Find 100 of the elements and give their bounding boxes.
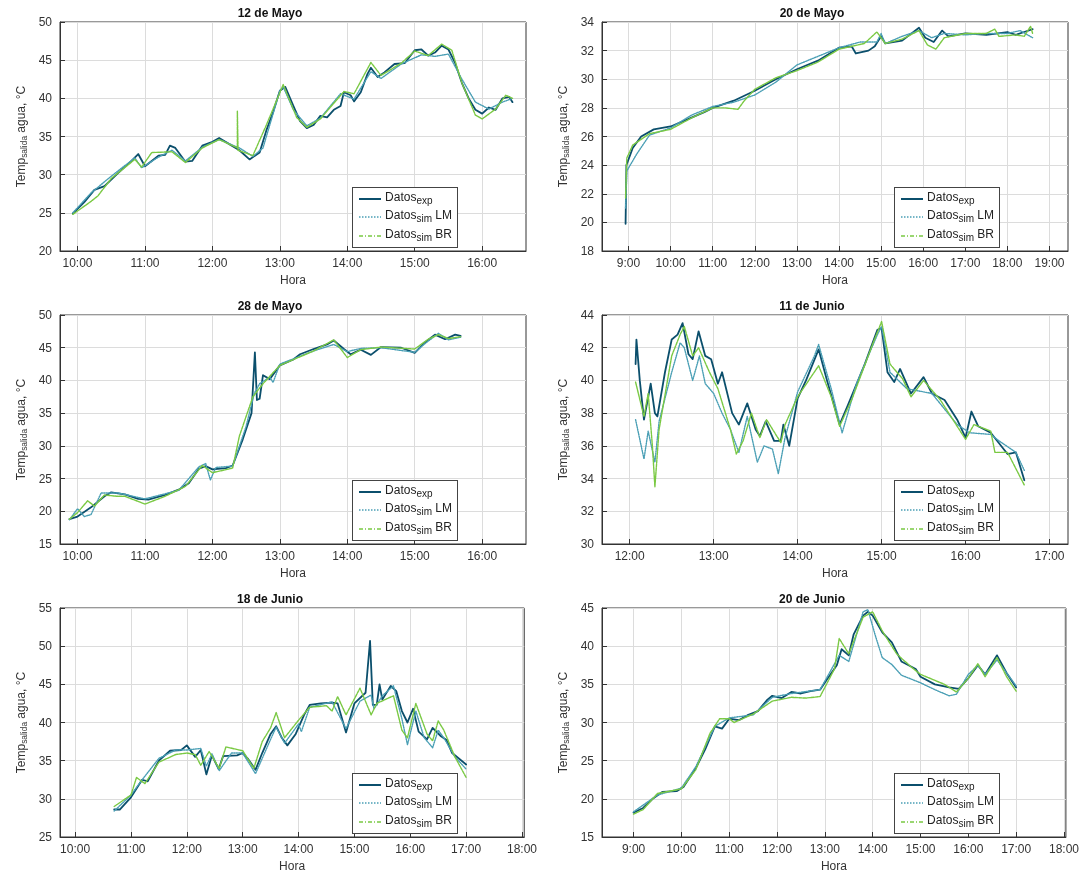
x-tick-label: 15:00	[399, 549, 431, 563]
x-tick-label: 16:00	[395, 842, 426, 856]
x-tick-label: 19:00	[1034, 256, 1065, 270]
x-tick-label: 13:00	[264, 256, 296, 270]
y-tick-label: 30	[580, 537, 595, 551]
y-tick-label: 20	[38, 244, 53, 258]
x-tick-label: 15:00	[866, 256, 897, 270]
x-tick-label: 9:00	[621, 842, 646, 856]
y-tick-label: 34	[580, 471, 595, 486]
y-tick-label: 30	[38, 167, 53, 182]
legend-label: Datos$_{sim}$ BR	[385, 226, 452, 245]
chart-title: 11 de Junio	[779, 299, 845, 313]
legend-label: Datos$_{sim}$ BR	[385, 812, 452, 831]
y-tick-label: 24	[580, 158, 595, 173]
x-tick-label: 15:00	[399, 256, 431, 270]
y-tick-label: 55	[38, 601, 53, 615]
chart-title: 28 de Mayo	[237, 299, 303, 313]
x-tick-label: 10:00	[62, 549, 93, 563]
x-tick-label: 13:00	[698, 549, 730, 563]
x-tick-label: 9:00	[616, 256, 641, 270]
y-tick-label: 20	[580, 791, 595, 806]
x-tick-label: 12:00	[614, 549, 646, 563]
x-tick-label: 17:00	[1034, 549, 1065, 563]
legend-label: Datos$_{sim}$ LM	[385, 501, 452, 520]
x-tick-label: 12:00	[197, 256, 228, 270]
y-tick-label: 15	[580, 830, 595, 844]
y-tick-label: 36	[580, 438, 595, 453]
x-tick-label: 12:00	[739, 256, 771, 270]
x-tick-label: 13:00	[227, 842, 259, 856]
x-tick-label: 10:00	[666, 842, 697, 856]
y-axis-title: Tempsalida agua, °C	[14, 85, 29, 188]
x-tick-label: 12:00	[197, 549, 228, 563]
x-axis-title: Hora	[821, 272, 849, 287]
y-tick-label: 25	[38, 830, 53, 844]
x-tick-label: 18:00	[1048, 842, 1080, 856]
legend-label: Datos$_{sim}$ BR	[927, 812, 994, 831]
y-tick-label: 30	[580, 72, 595, 87]
legend-label: Datos$_{sim}$ LM	[927, 208, 994, 227]
x-tick-label: 14:00	[332, 256, 363, 270]
y-tick-label: 40	[38, 373, 53, 388]
x-tick-label: 14:00	[857, 842, 889, 856]
x-tick-label: 10:00	[655, 256, 686, 270]
y-axis-title: Tempsalida agua, °C	[556, 378, 571, 481]
y-tick-label: 35	[38, 129, 53, 144]
legend-label: Datos$_{sim}$ BR	[927, 226, 994, 245]
x-tick-label: 15:00	[905, 842, 936, 856]
y-tick-label: 40	[580, 639, 595, 654]
legend-label: Datos$_{sim}$ LM	[927, 501, 994, 520]
y-tick-label: 20	[38, 504, 53, 519]
x-tick-label: 16:00	[908, 256, 939, 270]
line-series	[113, 639, 468, 811]
x-tick-label: 11:00	[714, 842, 745, 856]
y-tick-label: 50	[38, 639, 53, 654]
x-tick-label: 15:00	[339, 842, 370, 856]
x-tick-label: 13:00	[809, 842, 841, 856]
legend-label: Datos$_{sim}$ BR	[385, 519, 452, 538]
x-tick-label: 11:00	[698, 256, 728, 270]
y-tick-label: 25	[38, 471, 53, 486]
y-tick-label: 50	[38, 15, 53, 29]
y-tick-label: 44	[580, 308, 595, 322]
y-tick-label: 38	[580, 406, 595, 421]
x-tick-label: 18:00	[992, 256, 1023, 270]
x-tick-label: 16:00	[950, 549, 981, 563]
x-axis-title: Hora	[820, 858, 848, 873]
x-axis-title: Hora	[279, 272, 307, 287]
y-tick-label: 22	[580, 186, 595, 201]
y-axis-title: Tempsalida agua, °C	[14, 378, 29, 481]
legend-label: Datos$_{sim}$ BR	[927, 519, 994, 538]
x-tick-label: 14:00	[782, 549, 813, 563]
x-tick-label: 18:00	[506, 842, 538, 856]
legend-label: Datos$_{sim}$ LM	[927, 794, 994, 813]
y-axis-title: Tempsalida agua, °C	[14, 671, 29, 774]
legend-label: Datos$_{exp}$	[385, 775, 433, 795]
y-tick-label: 15	[38, 537, 53, 551]
x-tick-label: 16:00	[467, 256, 498, 270]
x-tick-label: 12:00	[171, 842, 203, 856]
legend-label: Datos$_{exp}$	[385, 189, 433, 209]
y-tick-label: 40	[38, 715, 53, 730]
x-axis-title: Hora	[279, 858, 306, 873]
legend-label: Datos$_{sim}$ LM	[385, 794, 452, 813]
y-axis-title: Tempsalida agua, °C	[556, 671, 571, 774]
y-tick-label: 32	[580, 504, 595, 519]
legend-label: Datos$_{exp}$	[927, 482, 975, 502]
x-tick-label: 17:00	[451, 842, 482, 856]
x-axis-title: Hora	[279, 565, 307, 580]
y-tick-label: 35	[38, 406, 53, 421]
y-tick-label: 40	[38, 91, 53, 106]
y-tick-label: 20	[580, 215, 595, 230]
x-tick-label: 14:00	[283, 842, 314, 856]
y-axis-title: Tempsalida agua, °C	[556, 85, 571, 188]
x-tick-label: 13:00	[264, 549, 296, 563]
x-tick-label: 10:00	[62, 256, 93, 270]
legend-label: Datos$_{exp}$	[385, 482, 433, 502]
x-tick-label: 14:00	[332, 549, 363, 563]
x-axis-title: Hora	[821, 565, 849, 580]
chart-title: 12 de Mayo	[237, 6, 303, 20]
y-tick-label: 18	[580, 244, 595, 258]
x-tick-label: 14:00	[823, 256, 855, 270]
y-tick-label: 45	[38, 53, 53, 68]
legend-label: Datos$_{sim}$ LM	[385, 208, 452, 227]
